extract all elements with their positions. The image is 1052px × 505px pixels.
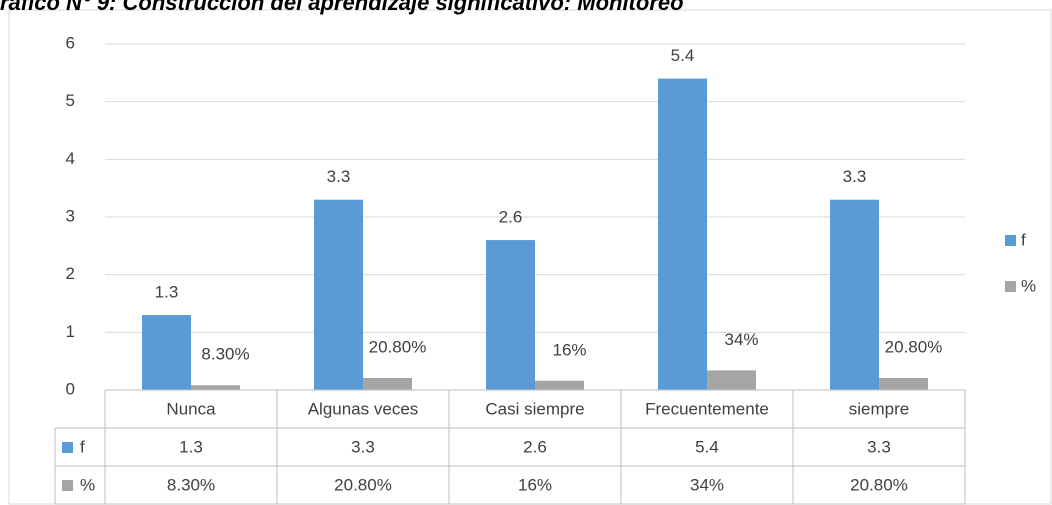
table-legend-key (62, 442, 73, 453)
bar (191, 385, 240, 390)
legend-label: % (1021, 276, 1036, 295)
table-cell: 16% (518, 475, 552, 494)
bar (830, 199, 879, 390)
table-cell: 20.80% (850, 475, 908, 494)
y-tick-label: 3 (66, 206, 75, 225)
bar (363, 378, 412, 390)
y-tick-label: 4 (66, 149, 75, 168)
data-label: 16% (552, 340, 586, 359)
table-cell: 34% (690, 475, 724, 494)
y-tick-label: 0 (66, 379, 75, 398)
legend-key (1005, 281, 1016, 292)
x-tick-label: Algunas veces (308, 399, 419, 418)
legend-label: f (1021, 230, 1026, 249)
bar (707, 370, 756, 390)
x-tick-label: Casi siempre (485, 399, 584, 418)
bar (486, 240, 535, 390)
table-legend-key (62, 480, 73, 491)
table-cell: 3.3 (867, 437, 891, 456)
bar (535, 380, 584, 390)
data-label: 20.80% (369, 337, 427, 356)
data-label: 1.3 (155, 283, 179, 302)
table-cell: 2.6 (523, 437, 547, 456)
y-tick-label: 2 (66, 264, 75, 283)
table-cell: 3.3 (351, 437, 375, 456)
data-label: 3.3 (843, 167, 867, 186)
data-label: 5.4 (671, 46, 695, 65)
chart-title: ráfico N° 9: Construcción del aprendizaj… (0, 0, 684, 15)
bar (142, 315, 191, 390)
data-label: 34% (724, 330, 758, 349)
table-cell: 1.3 (179, 437, 203, 456)
x-tick-label: Frecuentemente (645, 399, 769, 418)
y-tick-label: 6 (66, 33, 75, 52)
bar (658, 78, 707, 390)
table-cell: 8.30% (167, 475, 215, 494)
table-cell: 20.80% (334, 475, 392, 494)
bar (314, 199, 363, 390)
y-tick-label: 1 (66, 322, 75, 341)
table-cell: 5.4 (695, 437, 719, 456)
data-label: 2.6 (499, 208, 523, 227)
data-label: 3.3 (327, 167, 351, 186)
data-label: 20.80% (885, 337, 943, 356)
bar (879, 378, 928, 390)
table-series-name: f (80, 437, 85, 456)
x-tick-label: siempre (849, 399, 909, 418)
y-tick-label: 5 (66, 91, 75, 110)
legend-key (1005, 235, 1016, 246)
table-series-name: % (80, 475, 95, 494)
x-tick-label: Nunca (166, 399, 216, 418)
data-label: 8.30% (201, 345, 249, 364)
